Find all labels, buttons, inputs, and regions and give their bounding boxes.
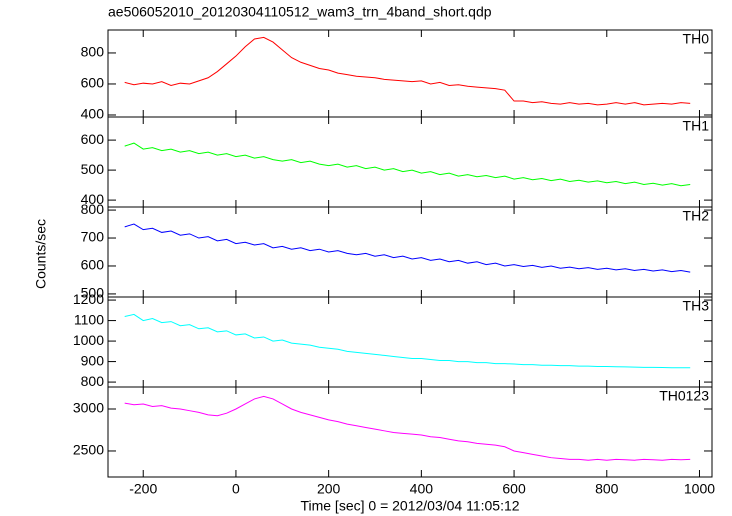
panel-label: TH2 [683, 208, 710, 224]
y-tick-label: 3000 [73, 400, 104, 416]
y-tick-label: 800 [81, 44, 105, 60]
panel-label: TH1 [683, 118, 710, 134]
y-tick-label: 800 [81, 373, 105, 389]
x-tick-label: 600 [502, 481, 526, 497]
y-tick-label: 1200 [73, 291, 104, 307]
panel-label: TH0 [683, 31, 710, 47]
chart-title: ae506052010_20120304110512_wam3_trn_4ban… [108, 4, 492, 20]
y-tick-label: 1100 [74, 311, 104, 327]
y-tick-label: 600 [81, 131, 105, 147]
y-tick-label: 400 [81, 191, 105, 207]
y-axis-label: Counts/sec [33, 219, 49, 289]
y-tick-label: 400 [81, 106, 105, 122]
series-line [124, 395, 691, 461]
y-tick-label: 1000 [73, 332, 104, 348]
series-line [124, 313, 691, 369]
panel-frame [107, 386, 713, 478]
y-tick-label: 900 [81, 352, 105, 368]
series-line [124, 142, 691, 187]
y-tick-label: 2500 [73, 442, 104, 458]
panel-label: TH3 [683, 298, 710, 314]
y-tick-label: 500 [81, 161, 105, 177]
x-tick-label: 800 [595, 481, 619, 497]
x-tick-label: 1000 [684, 481, 715, 497]
x-axis-label: Time [sec] 0 = 2012/03/04 11:05:12 [300, 498, 519, 514]
x-tick-label: -200 [129, 481, 157, 497]
x-tick-label: 400 [410, 481, 434, 497]
panel-label: TH0123 [659, 388, 709, 404]
y-tick-label: 600 [81, 257, 105, 273]
x-tick-label: 200 [317, 481, 341, 497]
series-line [124, 223, 691, 273]
x-tick-label: 0 [232, 481, 240, 497]
y-tick-label: 700 [81, 229, 105, 245]
y-tick-label: 600 [81, 75, 105, 91]
series-line [124, 36, 691, 106]
y-tick-label: 500 [81, 285, 105, 301]
y-tick-label: 800 [81, 201, 105, 217]
